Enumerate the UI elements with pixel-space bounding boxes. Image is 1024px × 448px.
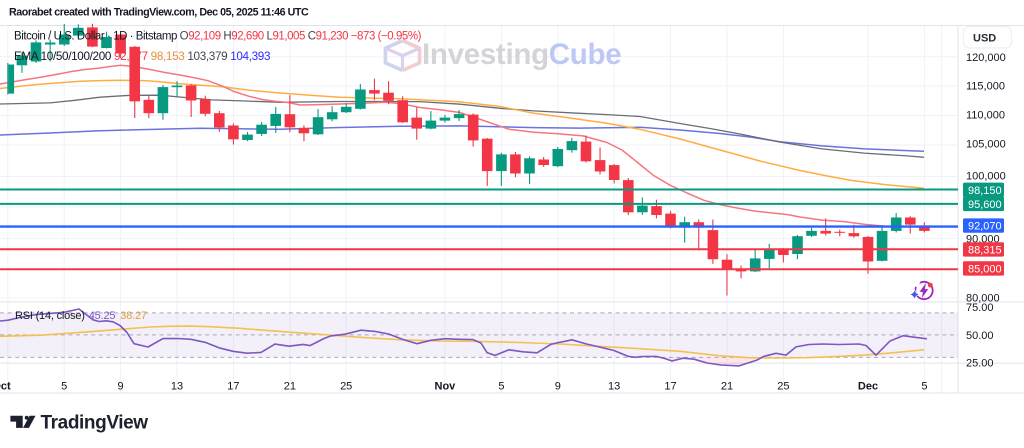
svg-text:25: 25 xyxy=(777,381,789,393)
svg-text:TradingView: TradingView xyxy=(41,413,149,434)
svg-text:5: 5 xyxy=(61,381,67,393)
svg-text:120,000: 120,000 xyxy=(966,52,1006,64)
svg-text:110,000: 110,000 xyxy=(966,109,1005,121)
svg-text:EMA 10/50/100/200 92,077 98,15: EMA 10/50/100/200 92,077 98,153 103,379 … xyxy=(14,50,270,63)
svg-text:50.00: 50.00 xyxy=(966,330,994,342)
svg-text:Oct: Oct xyxy=(0,381,11,393)
svg-text:25: 25 xyxy=(340,381,352,393)
svg-text:9: 9 xyxy=(118,381,124,393)
svg-text:115,000: 115,000 xyxy=(966,81,1005,93)
svg-text:Dec: Dec xyxy=(858,381,878,393)
svg-text:100,000: 100,000 xyxy=(966,171,1006,183)
svg-text:88,315: 88,315 xyxy=(968,244,1002,256)
svg-text:105,000: 105,000 xyxy=(966,139,1006,151)
svg-text:13: 13 xyxy=(608,381,620,393)
svg-text:85,000: 85,000 xyxy=(968,263,1002,275)
svg-text:17: 17 xyxy=(664,381,676,393)
svg-text:5: 5 xyxy=(498,381,504,393)
svg-text:USD: USD xyxy=(973,33,996,45)
svg-text:92,070: 92,070 xyxy=(968,221,1002,233)
svg-text:13: 13 xyxy=(171,381,183,393)
svg-text:InvestingCube: InvestingCube xyxy=(422,38,621,71)
svg-text:Bitcoin / U.S. Dollar · 1D · B: Bitcoin / U.S. Dollar · 1D · Bitstamp O9… xyxy=(14,31,422,43)
svg-text:5: 5 xyxy=(921,381,927,393)
svg-text:95,600: 95,600 xyxy=(968,199,1002,211)
svg-text:Nov: Nov xyxy=(435,381,457,393)
svg-text:Raorabet created with TradingV: Raorabet created with TradingView.com, D… xyxy=(9,7,309,19)
svg-text:98,150: 98,150 xyxy=(968,185,1002,197)
svg-text:75.00: 75.00 xyxy=(966,302,994,314)
svg-text:17: 17 xyxy=(227,381,239,393)
svg-text:25.00: 25.00 xyxy=(966,357,994,369)
svg-text:80,000: 80,000 xyxy=(966,293,1000,305)
svg-text:9: 9 xyxy=(555,381,561,393)
svg-text:21: 21 xyxy=(284,381,296,393)
svg-text:21: 21 xyxy=(721,381,733,393)
